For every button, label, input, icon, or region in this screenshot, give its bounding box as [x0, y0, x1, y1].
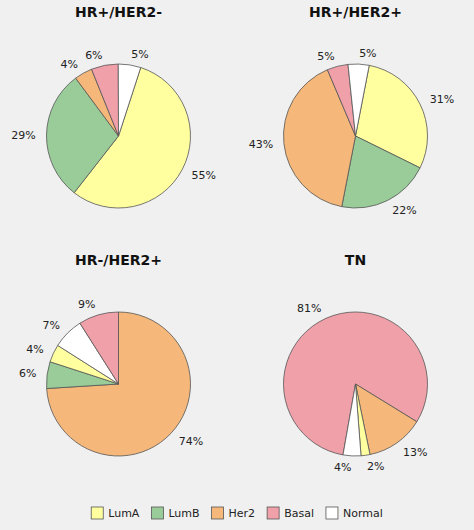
legend-label: Normal [343, 507, 383, 520]
pie-slice [343, 384, 361, 456]
data-label: 5% [317, 50, 334, 63]
pie [284, 64, 428, 208]
data-label: 6% [19, 367, 36, 380]
legend-swatch [91, 507, 103, 519]
pie-slice [348, 64, 369, 136]
legend-swatch [267, 507, 279, 519]
data-labels: 31% 22% 43% 5% 5% [249, 47, 454, 217]
data-label: 6% [85, 49, 102, 62]
data-label: 5% [359, 47, 376, 60]
chart-title: HR+/HER2- [75, 4, 162, 20]
legend-label: LumB [168, 507, 199, 520]
data-label: 4% [61, 58, 78, 71]
data-label: 13% [403, 446, 427, 459]
data-label: 9% [78, 298, 95, 311]
legend-swatch [212, 507, 224, 519]
legend-label: LumA [108, 507, 140, 520]
chart-root: HR+/HER2- 55% 29% 4% 6% 5% HR+/HER2+ 31% 22% 43% 5… [0, 0, 474, 530]
data-label: 4% [26, 343, 43, 356]
chart-title: TN [345, 252, 366, 268]
legend-item: Basal [267, 507, 314, 520]
data-label: 43% [249, 138, 273, 151]
pie-chart: HR+/HER2+ 31% 22% 43% 5% 5% [249, 4, 454, 217]
data-label: 4% [334, 461, 351, 474]
data-label: 22% [392, 204, 416, 217]
pie [283, 312, 427, 456]
pie-slice [118, 64, 140, 136]
legend-swatch [151, 507, 163, 519]
data-label: 31% [430, 93, 454, 106]
legend-item: Normal [326, 507, 383, 520]
pie-chart: HR+/HER2- 55% 29% 4% 6% 5% [11, 4, 216, 208]
legend-item: Her2 [212, 507, 256, 520]
chart-title: HR-/HER2+ [75, 252, 162, 268]
pie-chart: TN 81% 13% 2% 4% [283, 252, 427, 474]
pie-chart: HR-/HER2+ 74% 6% 4% 7% 9% [19, 252, 203, 456]
legend-label: Basal [284, 507, 314, 520]
legend-swatch [326, 507, 338, 519]
background [0, 0, 474, 530]
legend-label: Her2 [229, 507, 256, 520]
pie [46, 312, 190, 456]
data-label: 55% [192, 169, 216, 182]
pie-slice [47, 312, 191, 456]
data-labels: 55% 29% 4% 6% 5% [11, 48, 216, 182]
data-labels: 81% 13% 2% 4% [297, 302, 427, 473]
data-label: 81% [297, 302, 321, 315]
data-label: 5% [131, 48, 148, 61]
data-labels: 74% 6% 4% 7% 9% [19, 298, 203, 447]
chart-title: HR+/HER2+ [309, 4, 402, 20]
data-label: 2% [367, 460, 384, 473]
legend-item: LumB [151, 507, 199, 520]
data-label: 29% [11, 129, 35, 142]
data-label: 74% [179, 435, 203, 448]
pie-slice [80, 312, 119, 384]
pie [46, 64, 190, 208]
legend: LumA LumB Her2 Basal Normal [91, 507, 383, 520]
data-label: 7% [42, 319, 59, 332]
legend-item: LumA [91, 507, 140, 520]
pie-slice [92, 64, 119, 136]
